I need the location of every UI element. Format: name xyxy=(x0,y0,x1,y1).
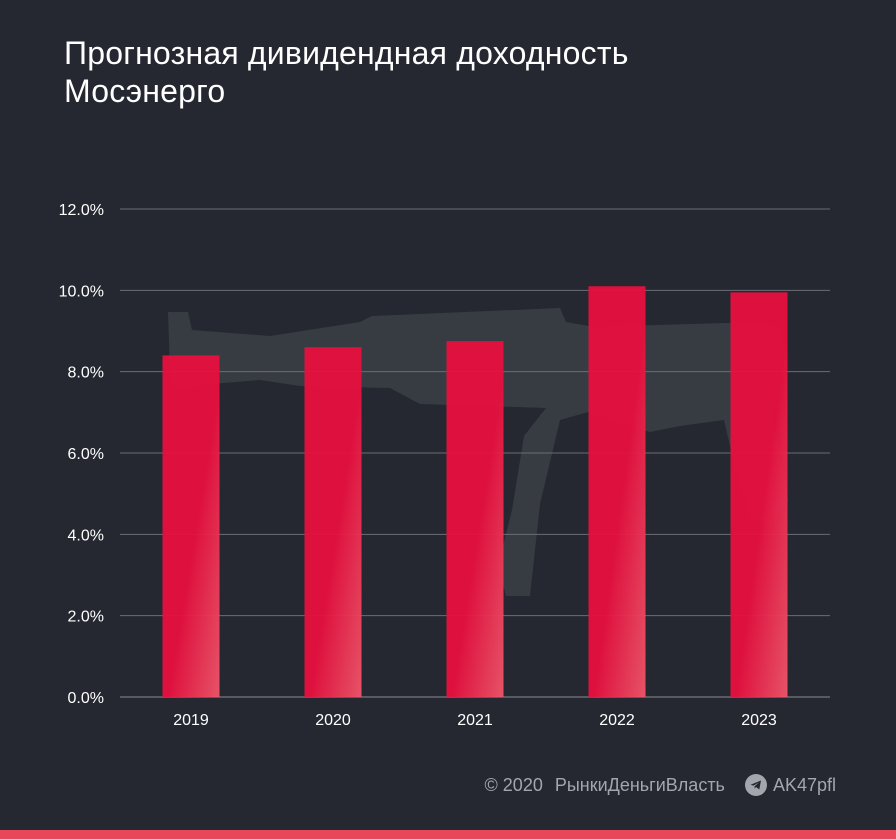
y-tick-label: 10.0% xyxy=(59,283,104,300)
bottom-accent-strip xyxy=(0,830,896,839)
x-tick-label: 2019 xyxy=(173,712,209,729)
x-tick-label: 2023 xyxy=(741,712,777,729)
copyright-text: © 2020 xyxy=(484,774,543,795)
bar-2020 xyxy=(304,347,362,697)
y-tick-label: 4.0% xyxy=(68,527,104,544)
x-tick-label: 2020 xyxy=(315,712,351,729)
x-tick-label: 2021 xyxy=(457,712,493,729)
y-tick-label: 8.0% xyxy=(68,365,104,382)
chart-title-line-1: Прогнозная дивидендная доходность xyxy=(64,35,629,71)
chart-title-line-2: Мосэнерго xyxy=(64,73,226,109)
y-tick-label: 0.0% xyxy=(68,690,104,707)
telegram-icon[interactable] xyxy=(744,774,767,796)
bars xyxy=(162,286,788,697)
y-tick-label: 12.0% xyxy=(59,202,104,219)
y-tick-label: 2.0% xyxy=(68,609,104,626)
x-axis-ticks: 2019 2020 2021 2022 2023 xyxy=(173,712,777,729)
bar-2022 xyxy=(588,286,646,697)
bar-2023 xyxy=(730,292,788,697)
bar-2021 xyxy=(446,341,504,697)
bar-chart: 0.0%2.0%4.0%6.0%8.0%10.0%12.0% 2019 2020 2… xyxy=(59,202,830,729)
bar-2019 xyxy=(162,355,220,697)
footer: © 2020 РынкиДеньгиВласть AK47pfl xyxy=(485,774,836,796)
telegram-handle[interactable]: AK47pfl xyxy=(772,774,836,795)
y-tick-label: 6.0% xyxy=(68,446,104,463)
brand-name: РынкиДеньгиВласть xyxy=(554,774,725,795)
chart-title: Прогнозная дивидендная доходность Мосэне… xyxy=(64,34,844,110)
x-tick-label: 2022 xyxy=(599,712,635,729)
y-axis-ticks: 0.0% 2.0% 4.0% 6.0% 8.0% 10.0% 12.0% xyxy=(59,202,104,707)
